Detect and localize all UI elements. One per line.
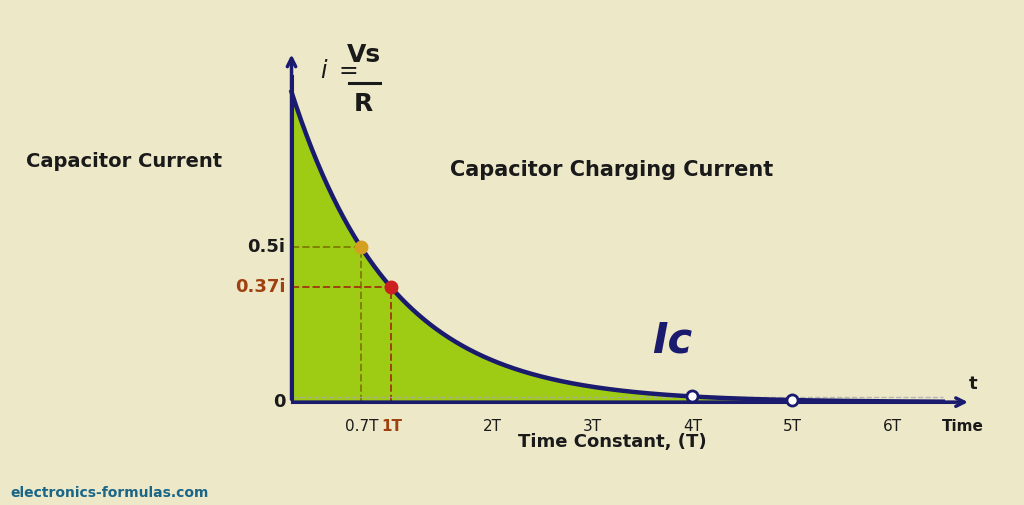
Text: 2T: 2T <box>482 419 502 434</box>
Text: Time Constant, (T): Time Constant, (T) <box>518 433 707 451</box>
Text: 0.5i: 0.5i <box>248 238 286 256</box>
Text: Time: Time <box>942 419 984 434</box>
Text: Capacitor Charging Current: Capacitor Charging Current <box>451 160 774 179</box>
Text: 0: 0 <box>273 393 286 411</box>
Text: 0.37i: 0.37i <box>234 278 286 296</box>
Text: Ic: Ic <box>652 319 692 361</box>
Text: 1T: 1T <box>381 419 402 434</box>
Text: R: R <box>354 92 374 116</box>
Text: 0.7T: 0.7T <box>345 419 379 434</box>
Text: $i\ =$: $i\ =$ <box>319 59 357 83</box>
Text: 4T: 4T <box>683 419 701 434</box>
Text: electronics-formulas.com: electronics-formulas.com <box>10 486 209 500</box>
Text: Vs: Vs <box>346 43 381 67</box>
Text: 5T: 5T <box>783 419 802 434</box>
Text: Capacitor Current: Capacitor Current <box>26 152 222 171</box>
Text: t: t <box>969 375 977 393</box>
Text: 3T: 3T <box>583 419 602 434</box>
Text: 6T: 6T <box>883 419 902 434</box>
